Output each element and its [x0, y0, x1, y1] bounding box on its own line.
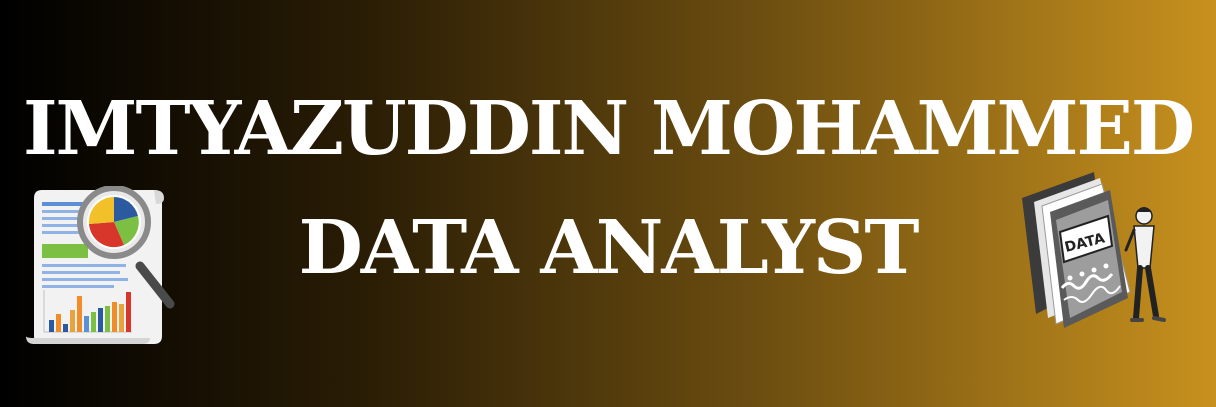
report-magnifier-icon: [26, 186, 175, 344]
data-book-person-icon: DATA: [1022, 172, 1166, 328]
role-heading: DATA ANALYST: [298, 205, 920, 291]
name-heading: IMTYAZUDDIN MOHAMMED: [22, 86, 1195, 172]
